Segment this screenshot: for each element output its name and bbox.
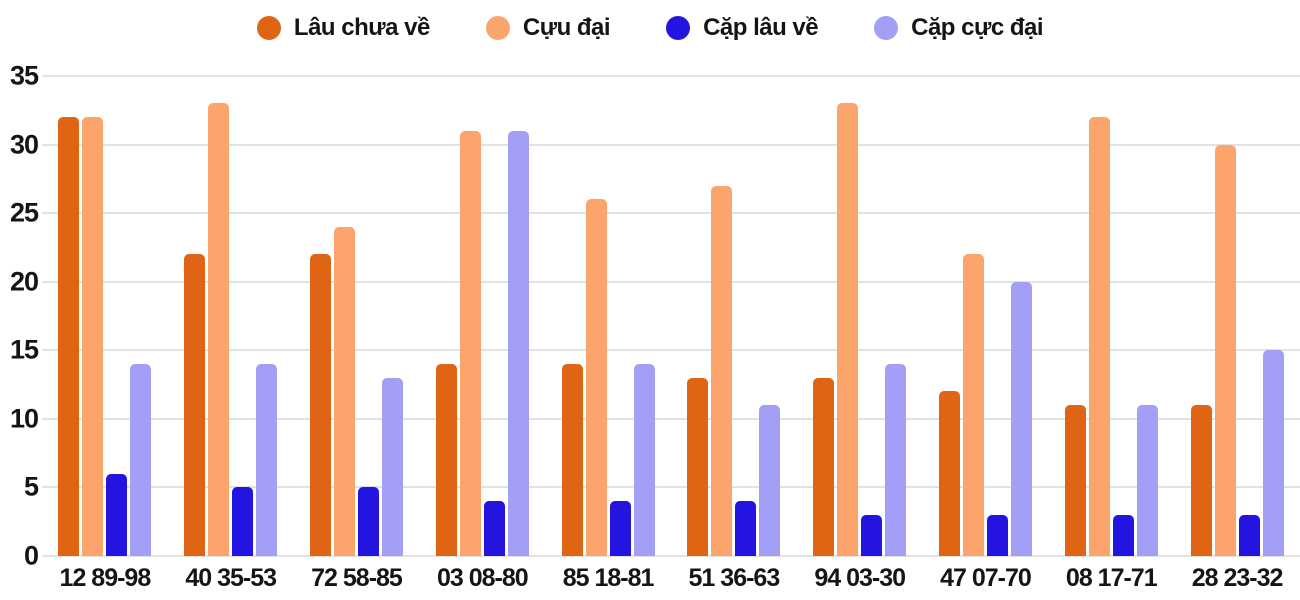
bar-groups	[42, 76, 1300, 556]
bar	[130, 364, 152, 556]
legend-item-2: Cặp lâu về	[666, 14, 819, 41]
bar	[1064, 405, 1086, 556]
legend-item-1: Cựu đại	[485, 14, 611, 41]
legend-item-0: Lâu chưa về	[256, 14, 430, 41]
gridline	[42, 75, 1300, 77]
bar	[1238, 514, 1260, 556]
y-axis-tick-label: 30	[9, 129, 39, 160]
bar	[309, 254, 331, 556]
y-axis-tick-label: 10	[9, 403, 39, 434]
bar	[609, 501, 631, 556]
y-axis-tick-label: 25	[9, 197, 39, 228]
bar	[333, 226, 355, 556]
legend-label: Lâu chưa về	[293, 14, 430, 41]
bar	[962, 254, 984, 556]
bar	[1262, 350, 1284, 556]
bar	[561, 364, 583, 556]
bar-group	[797, 76, 923, 556]
legend-marker-icon	[874, 16, 899, 40]
gridline	[42, 143, 1300, 146]
bar	[82, 117, 104, 556]
y-axis-tick-label: 5	[23, 471, 39, 502]
gridline	[42, 349, 1300, 352]
bar	[1010, 281, 1032, 556]
bar-group	[168, 76, 294, 556]
bar	[1088, 117, 1110, 556]
x-axis-category-label: 03 08-80	[436, 564, 529, 592]
bar	[232, 487, 254, 556]
bar	[938, 391, 960, 556]
bar	[1190, 405, 1212, 556]
y-axis-tick-label: 15	[9, 334, 39, 365]
bar	[106, 473, 128, 556]
bar	[256, 364, 278, 556]
bar	[1136, 405, 1158, 556]
bar-group	[545, 76, 671, 556]
legend-label: Cựu đại	[522, 14, 611, 41]
x-axis-category-label: 12 89-98	[59, 564, 152, 592]
x-axis-category-label: 72 58-85	[311, 564, 403, 592]
bar-group	[1048, 76, 1174, 556]
x-axis-category-label: 08 17-71	[1065, 564, 1158, 592]
bar-group	[1174, 76, 1300, 556]
x-axis-category-label: 40 35-53	[185, 564, 277, 592]
bar	[507, 130, 529, 556]
legend-marker-icon	[256, 16, 281, 40]
x-axis-category-label: 94 03-30	[814, 564, 906, 592]
bar-group	[671, 76, 797, 556]
gridline	[42, 417, 1300, 420]
bar	[184, 254, 206, 556]
bar	[759, 405, 781, 556]
bar	[585, 199, 607, 556]
bar	[837, 103, 859, 556]
bar	[711, 185, 733, 556]
legend-item-3: Cặp cực đại	[874, 14, 1044, 41]
bar	[633, 364, 655, 556]
x-axis: 12 89-98 40 35-53 72 58-85 03 08-80 85 18-81…	[42, 560, 1300, 596]
bar	[885, 364, 907, 556]
gridline	[42, 486, 1300, 489]
gridline	[42, 212, 1300, 215]
bar	[357, 487, 379, 556]
bar	[687, 377, 709, 556]
y-axis: 0 5 10 15 20 25 30 35	[0, 62, 39, 569]
gridlines	[42, 75, 1300, 557]
y-axis-tick-label: 20	[9, 266, 39, 297]
bar-group	[419, 76, 545, 556]
plot-area	[42, 75, 1300, 557]
gridline	[42, 280, 1300, 283]
x-axis-category-label: 51 36-63	[688, 564, 781, 592]
bar	[58, 117, 80, 556]
y-axis-tick-label: 0	[23, 540, 39, 571]
bar	[735, 501, 757, 556]
x-axis-category-label: 47 07-70	[940, 564, 1032, 592]
bar	[381, 377, 403, 556]
chart-legend: Lâu chưa về Cựu đại Cặp lâu về Cặp cực đại	[0, 8, 1300, 48]
x-axis-category-label: 85 18-81	[562, 564, 655, 592]
bar-group	[294, 76, 420, 556]
bar	[459, 130, 481, 556]
legend-marker-icon	[666, 16, 691, 40]
bar	[1112, 514, 1134, 556]
legend-marker-icon	[485, 16, 510, 40]
gridline	[42, 555, 1300, 557]
x-axis-category-label: 28 23-32	[1191, 564, 1284, 592]
legend-label: Cặp cực đại	[911, 14, 1044, 41]
y-axis-tick-label: 35	[9, 60, 39, 91]
bar	[813, 377, 835, 556]
bar-group	[923, 76, 1049, 556]
bar	[861, 514, 883, 556]
bar	[986, 514, 1008, 556]
bar	[208, 103, 230, 556]
bar	[483, 501, 505, 556]
bar	[1214, 144, 1236, 556]
bar	[435, 364, 457, 556]
legend-label: Cặp lâu về	[703, 14, 819, 41]
bar-group	[42, 76, 168, 556]
